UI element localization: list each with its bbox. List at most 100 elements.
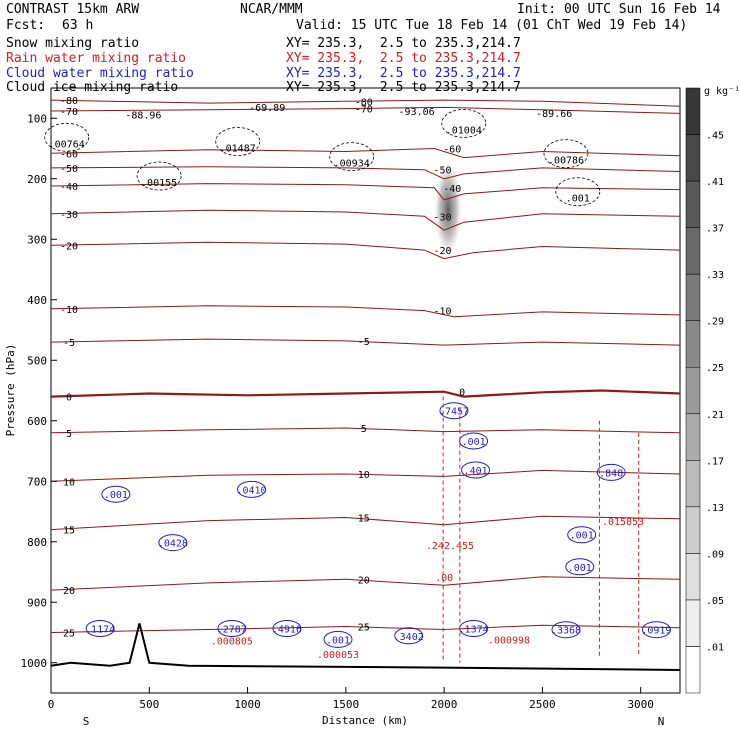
init-time: Init: 00 UTC Sun 16 Feb 14 (517, 2, 721, 17)
colorbar-label: .45 (706, 131, 724, 142)
contour-label: -30 (433, 212, 451, 223)
colorbar-label: .17 (706, 456, 724, 467)
field-snow-xy: XY= 235.3, 2.5 to 235.3,214.7 (286, 36, 521, 51)
y-tick-label: 500 (27, 354, 47, 367)
terrain-line (50, 623, 681, 671)
contour-label: 25 (63, 629, 75, 640)
maximum-label: .00934 (334, 159, 370, 170)
maximum-label: .3368 (551, 626, 581, 637)
maximum-label: .001 (462, 437, 486, 448)
contour-label: -20 (433, 246, 451, 257)
temperature-contour (50, 99, 681, 107)
cloudwater-contour (567, 526, 597, 544)
x-end-left: S (83, 715, 90, 728)
maximum-label: .00764 (49, 139, 85, 150)
colorbar-label: .21 (706, 410, 724, 421)
maximum-label: .3402 (394, 632, 424, 643)
colorbar-label: .25 (706, 363, 724, 374)
colorbar-label: .41 (706, 177, 724, 188)
colorbar-swatch (685, 506, 701, 554)
contour-label: -50 (433, 166, 451, 177)
field-cloudwater-xy: XY= 235.3, 2.5 to 235.3,214.7 (286, 66, 521, 81)
snow-shading (434, 161, 463, 257)
y-axis-label: Pressure (hPa) (4, 344, 17, 437)
colorbar-swatch (685, 553, 701, 601)
temperature-contour (50, 166, 681, 180)
contour-label: 25 (358, 623, 370, 634)
temperature-contour (50, 624, 681, 633)
contour-label: -70 (355, 105, 373, 116)
maximum-label: .015853 (602, 517, 644, 528)
y-tick-label: 800 (27, 536, 47, 549)
contour-label: 15 (358, 514, 370, 525)
maximum-label: .1174 (85, 625, 115, 636)
y-tick-label: 600 (27, 415, 47, 428)
colorbar-swatch (685, 180, 701, 228)
maximum-label: .00155 (141, 178, 177, 189)
temperature-contour (50, 389, 681, 398)
colorbar-swatch (685, 320, 701, 368)
cloudwater-contour (217, 620, 247, 637)
y-tick-label: 900 (27, 596, 47, 609)
maximum-label: .001 (104, 490, 128, 501)
y-tick-label: 1000 (21, 657, 48, 670)
y-tick-label: 700 (27, 475, 47, 488)
contour-label: 20 (63, 586, 75, 597)
x-axis-label: Distance (km) (322, 714, 408, 727)
model-title: CONTRAST 15km ARW (6, 2, 140, 17)
colorbar-label: .09 (706, 549, 724, 560)
x-tick-label: 3000 (627, 698, 654, 711)
temperature-contour (50, 515, 681, 531)
maximum-label: .848 (599, 468, 623, 479)
cloudice-contour (543, 139, 589, 169)
colorbar-swatch (685, 599, 701, 647)
maximum-label: .1374 (459, 625, 489, 636)
temperature-contour (50, 576, 681, 591)
temperature-contour (50, 106, 681, 114)
contour-label: 5 (66, 429, 72, 440)
contour-label: -40 (60, 182, 78, 193)
colorbar-label: .33 (706, 270, 724, 281)
x-tick-label: 500 (139, 698, 159, 711)
x-tick-label: 1000 (234, 698, 261, 711)
maximum-label: .000998 (488, 635, 530, 646)
y-tick-label: 400 (27, 294, 47, 307)
maximum-label: .01487 (220, 144, 256, 155)
contour-label: -60 (443, 145, 461, 156)
maximum-label: .7457 (439, 407, 469, 418)
maximum-label: .000805 (211, 637, 253, 648)
contour-label: -30 (60, 210, 78, 221)
valid-time: Valid: 15 UTC Tue 18 Feb 14 (01 ChT Wed … (296, 18, 688, 33)
cloudwater-contour (551, 621, 581, 639)
x-tick-label: 0 (48, 698, 55, 711)
contour-label: -80 (60, 96, 78, 107)
colorbar-label: .05 (706, 596, 724, 607)
forecast-hours: 63 h (62, 18, 94, 33)
x-tick-label: 2000 (431, 698, 458, 711)
contour-label: -60 (60, 149, 78, 160)
maximum-label: .0428 (158, 539, 188, 550)
cloudwater-contour (272, 620, 302, 637)
forecast-label: Fcst: (6, 18, 46, 33)
maximum-label: -69.89 (249, 103, 285, 114)
x-end-right: N (658, 715, 665, 728)
maximum-label: .2787 (217, 625, 247, 636)
cloudice-contour (136, 161, 182, 191)
maximum-label: -88.96 (125, 110, 161, 121)
temperature-contour (50, 183, 681, 201)
temperature-contour (50, 305, 681, 318)
cloudwater-contour (459, 432, 489, 450)
cloudice-contour (555, 177, 601, 207)
temperature-contour (50, 338, 681, 346)
y-tick-label: 200 (27, 173, 47, 186)
contour-label: -10 (433, 307, 451, 318)
x-tick-label: 2500 (529, 698, 556, 711)
maximum-label: .242.455 (426, 541, 474, 552)
cloudice-contour (215, 127, 261, 156)
cloudice-contour (44, 122, 90, 152)
temperature-contour (50, 469, 681, 482)
colorbar-unit: g kg⁻¹ (704, 86, 740, 97)
maximum-label: .000053 (317, 650, 359, 661)
maximum-label: .0410 (236, 485, 266, 496)
cloudwater-contour (641, 621, 671, 639)
